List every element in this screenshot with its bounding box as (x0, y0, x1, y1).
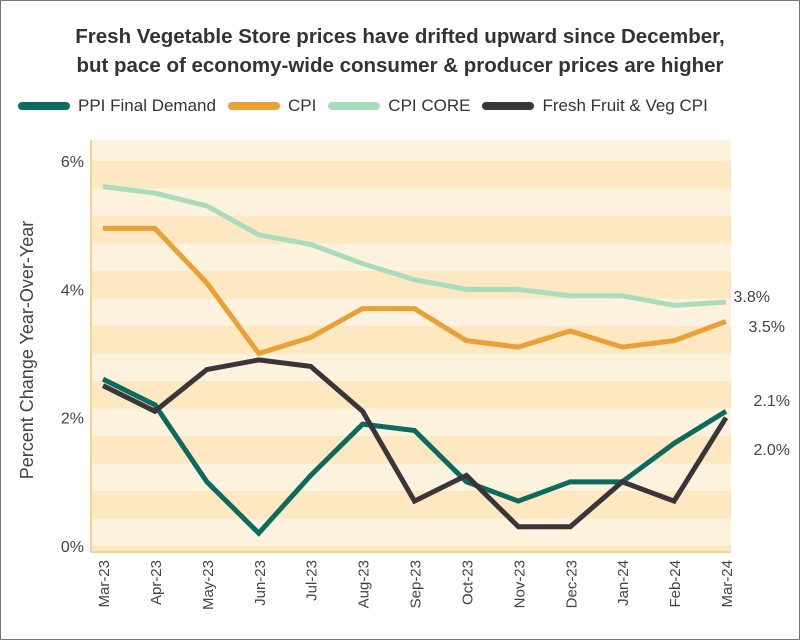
end-value-label: 2.0% (754, 442, 790, 459)
background-band (91, 216, 731, 244)
legend: PPI Final Demand CPI CPI CORE Fresh Frui… (18, 96, 720, 116)
y-tick-label: 0% (61, 539, 84, 556)
legend-label-ppi: PPI Final Demand (78, 96, 216, 115)
background-band (91, 546, 731, 552)
legend-item-cpi: CPI (227, 96, 317, 116)
x-tick-label: Jul-23 (304, 560, 321, 601)
legend-swatch-ppi (18, 102, 70, 110)
x-tick-label: Mar-24 (719, 560, 736, 608)
background-band (91, 326, 731, 354)
chart-title-line-2: but pace of economy-wide consumer & prod… (76, 54, 724, 77)
y-tick-label: 4% (61, 282, 84, 299)
x-tick-label: Nov-23 (511, 560, 528, 608)
series-line-cpi-core (102, 184, 727, 308)
x-tick-label: Jun-23 (252, 560, 269, 606)
legend-item-fresh: Fresh Fruit & Veg CPI (482, 96, 708, 116)
legend-label-cpi-core: CPI CORE (388, 96, 471, 115)
background-band (91, 161, 731, 189)
legend-item-cpi-core: CPI CORE (328, 96, 470, 116)
x-tick-label: Jan-24 (615, 560, 632, 606)
y-axis-label: Percent Change Year-Over-Year (17, 221, 37, 480)
series-line-cpi (103, 225, 727, 357)
legend-item-ppi: PPI Final Demand (18, 96, 216, 116)
chart-title-line-1: Fresh Vegetable Store prices have drifte… (75, 25, 725, 48)
chart-title: Fresh Vegetable Store prices have drifte… (0, 22, 800, 80)
end-value-label: 2.1% (754, 393, 790, 410)
legend-swatch-cpi (227, 102, 280, 110)
series-line-fresh-fruit-veg-cpi (101, 357, 729, 530)
x-tick-label: Aug-23 (356, 560, 373, 608)
background-band (91, 271, 731, 299)
x-tick-label: May-23 (200, 560, 217, 610)
y-tick-label: 2% (61, 411, 84, 428)
x-tick-label: Oct-23 (459, 560, 476, 605)
legend-label-cpi: CPI (287, 96, 317, 115)
legend-label-fresh: Fresh Fruit & Veg CPI (542, 96, 708, 115)
legend-swatch-fresh (482, 102, 535, 110)
x-tick-label: Apr-23 (148, 560, 165, 605)
background-band (91, 436, 731, 464)
x-tick-label: Dec-23 (563, 560, 580, 608)
x-tick-label: Feb-24 (667, 560, 684, 608)
end-value-label: 3.8% (734, 289, 770, 306)
x-tick-label: Mar-23 (96, 560, 113, 608)
y-tick-label: 6% (61, 154, 84, 171)
x-tick-label: Sep-23 (408, 560, 425, 608)
end-value-label: 3.5% (749, 319, 785, 336)
legend-swatch-cpi-core (328, 102, 381, 110)
background-band (91, 381, 731, 409)
